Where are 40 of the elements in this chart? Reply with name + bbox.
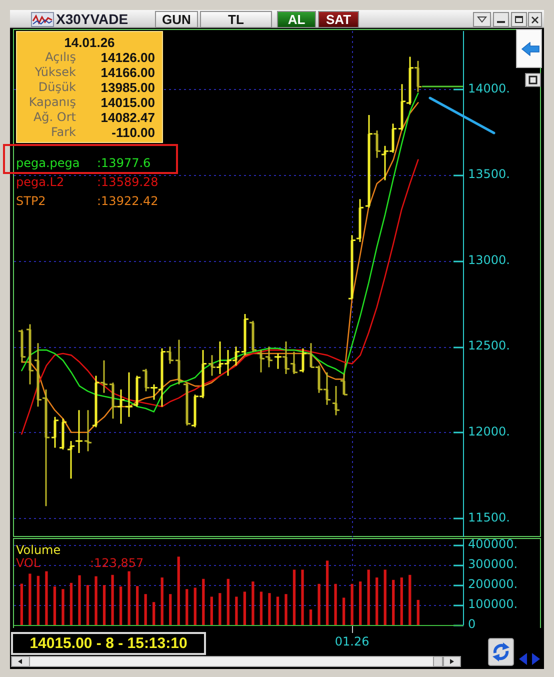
annotation: Kapanış [28, 95, 76, 110]
annotation: Ağ. Ort [32, 110, 76, 125]
y-tick-label: 13000. [468, 252, 510, 267]
annotation: 14126.00 [100, 50, 155, 65]
chart-title: X30YVADE [56, 11, 128, 28]
text: pega.L2 [16, 175, 64, 190]
button: GUN [155, 11, 198, 28]
y-tick-label: 400000. [468, 537, 518, 552]
annotation: -110.00 [110, 125, 155, 140]
annotation: Yüksek [34, 65, 76, 80]
annotation: Düşük [37, 80, 76, 95]
text: pega.pega [16, 156, 80, 171]
y-tick-label: 11500. [468, 510, 510, 524]
annotation: Fark [50, 125, 76, 140]
y-tick-label: 200000. [468, 577, 518, 592]
text: STP2 [16, 194, 46, 209]
annotation: :13922.42 [97, 194, 158, 209]
button: AL [277, 11, 316, 28]
chart-title: Volume [16, 543, 61, 558]
annotation: Açılış [44, 50, 76, 65]
button: TL [200, 11, 272, 28]
button: SAT [318, 11, 359, 28]
y-tick-label: 12000. [468, 424, 510, 438]
y-tick-label: 13500. [468, 167, 510, 182]
annotation: :13589.28 [97, 175, 158, 190]
annotation: :123,857 [90, 556, 144, 571]
x-tick-label: 01.26 [334, 634, 370, 648]
annotation: :13977.6 [97, 156, 151, 171]
annotation: 14015.00 [100, 95, 155, 110]
y-tick-label: 300000. [468, 557, 518, 572]
y-tick-label: 14000. [468, 81, 510, 96]
annotation: 14.01.26 [63, 35, 116, 50]
status-field: 14015.00 - 8 - 15:13:10 [11, 632, 206, 655]
annotation: 13985.00 [100, 80, 155, 95]
y-tick-label: 0 [468, 617, 476, 632]
annotation: 14166.00 [100, 65, 155, 80]
annotation: 14082.47 [100, 110, 155, 125]
y-tick-label: 100000. [468, 597, 518, 612]
y-tick-label: 12500. [468, 338, 510, 353]
series-label: VOL [16, 556, 40, 571]
